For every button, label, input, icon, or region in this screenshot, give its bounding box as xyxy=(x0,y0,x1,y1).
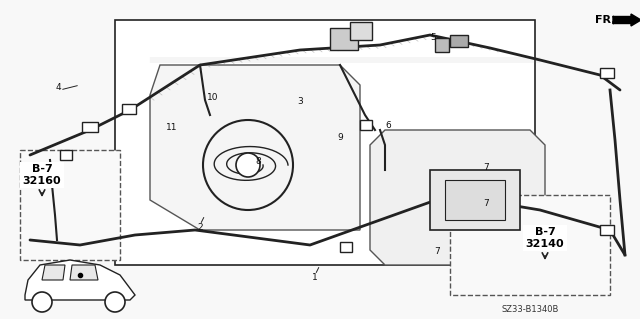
Text: 1: 1 xyxy=(312,273,318,283)
Text: 2: 2 xyxy=(197,224,203,233)
Bar xyxy=(450,195,610,295)
Circle shape xyxy=(105,292,125,312)
Bar xyxy=(60,150,72,160)
Bar xyxy=(350,22,372,40)
Text: 10: 10 xyxy=(207,93,219,101)
Bar xyxy=(430,170,520,230)
Bar xyxy=(82,122,98,132)
Bar xyxy=(445,180,505,220)
Bar xyxy=(115,20,535,265)
Circle shape xyxy=(236,153,260,177)
Bar xyxy=(340,242,352,252)
Bar xyxy=(122,104,136,114)
Text: B-7
32160: B-7 32160 xyxy=(22,164,61,186)
Text: 6: 6 xyxy=(385,121,391,130)
Bar xyxy=(330,28,358,50)
Text: FR.: FR. xyxy=(595,15,616,25)
Text: 7: 7 xyxy=(483,164,489,173)
Bar xyxy=(600,225,614,235)
Polygon shape xyxy=(370,130,545,265)
Circle shape xyxy=(32,292,52,312)
Polygon shape xyxy=(25,260,135,300)
Text: 5: 5 xyxy=(430,33,436,42)
Text: B-7
32140: B-7 32140 xyxy=(525,227,564,249)
Bar xyxy=(450,35,468,47)
Text: 11: 11 xyxy=(166,123,178,132)
Bar xyxy=(360,120,372,130)
Polygon shape xyxy=(70,265,98,280)
Text: SZ33-B1340B: SZ33-B1340B xyxy=(501,306,559,315)
Polygon shape xyxy=(150,65,360,230)
Text: 4: 4 xyxy=(55,84,61,93)
Text: 7: 7 xyxy=(483,198,489,207)
Text: 3: 3 xyxy=(297,98,303,107)
Text: 9: 9 xyxy=(337,133,343,143)
FancyArrow shape xyxy=(613,14,640,26)
Bar xyxy=(20,150,120,260)
Bar xyxy=(435,38,449,52)
Bar xyxy=(600,68,614,78)
Text: 7: 7 xyxy=(434,248,440,256)
Polygon shape xyxy=(42,265,65,280)
Text: 8: 8 xyxy=(255,158,261,167)
